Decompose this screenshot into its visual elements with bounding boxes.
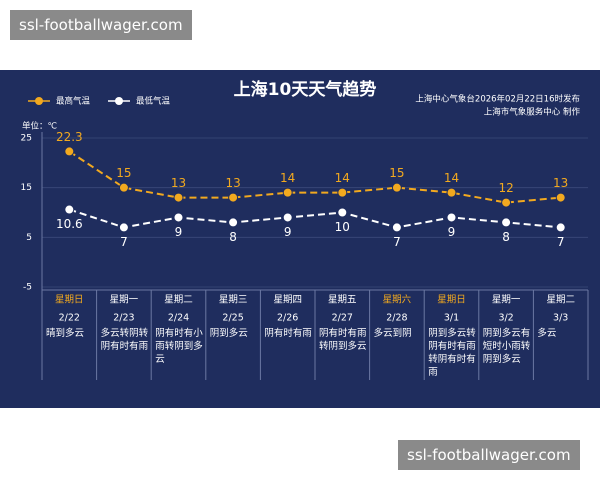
point (173, 212, 184, 223)
value-label: 12 (498, 181, 513, 195)
value-label: 8 (502, 230, 510, 244)
value-label: 9 (175, 225, 183, 239)
value-label: 15 (389, 166, 404, 180)
x-tick-label: 3/3 (553, 313, 568, 324)
value-label: 10 (335, 220, 350, 234)
x-tick-label: 2/23 (113, 313, 134, 324)
x-tick-label: 2/26 (277, 313, 298, 324)
weekday: 星期四 (273, 295, 302, 306)
weather-description: 多云到阴 (373, 328, 412, 339)
weather-description: 阴到多云有短时小雨转阴到多云 (482, 328, 531, 365)
weekday: 星期日 (437, 295, 466, 306)
point (228, 217, 239, 228)
value-label: 7 (557, 235, 565, 249)
weather-description: 晴到多云 (46, 328, 85, 339)
point (337, 207, 348, 218)
legend-label: 最低气温 (136, 96, 171, 107)
value-label: 13 (171, 176, 186, 190)
value-label: 13 (225, 176, 240, 190)
value-label: 9 (448, 225, 456, 239)
weekday: 星期二 (546, 295, 575, 306)
x-tick-label: 2/22 (59, 313, 80, 324)
x-tick-label: 2/28 (386, 313, 407, 324)
point (391, 182, 402, 193)
point (446, 212, 457, 223)
legend-label: 最高气温 (56, 96, 91, 107)
point (555, 222, 566, 233)
value-label: 14 (280, 171, 295, 185)
annotation: 上海市气象服务中心 制作 (484, 107, 581, 118)
value-label: 10.6 (56, 217, 83, 231)
weekday: 星期日 (55, 295, 84, 306)
value-label: 14 (444, 171, 459, 185)
weather-description: 阴到多云转阴有时有雨转阴有时有雨 (428, 328, 476, 378)
weather-description: 多云转阴转阴有时有雨 (100, 328, 149, 352)
weather-description: 多云 (537, 328, 557, 339)
x-tick-label: 2/25 (222, 313, 243, 324)
point (446, 187, 457, 198)
annotation: 上海中心气象台2026年02月22日16时发布 (415, 94, 580, 105)
weather-description: 阴到多云 (209, 328, 248, 339)
y-tick-label: -5 (23, 283, 32, 293)
value-label: 9 (284, 225, 292, 239)
weekday: 星期六 (383, 294, 412, 306)
value-label: 22.3 (56, 130, 83, 144)
weekday: 星期二 (164, 295, 193, 306)
point (391, 222, 402, 233)
weekday: 星期一 (110, 295, 139, 306)
panel (0, 70, 600, 408)
point (501, 197, 512, 208)
series-line (68, 150, 561, 204)
point (501, 217, 512, 228)
weather-description: 阴有时有小雨转阴到多云 (155, 328, 203, 365)
x-tick-label: 2/24 (168, 313, 189, 324)
point (282, 212, 293, 223)
point (118, 182, 129, 193)
watermark: ssl-footballwager.com (10, 10, 192, 40)
value-label: 14 (335, 171, 350, 185)
y-tick-label: 25 (21, 134, 32, 144)
legend-marker (35, 97, 43, 105)
point (228, 192, 239, 203)
point (64, 146, 75, 157)
point (118, 222, 129, 233)
legend-marker (115, 97, 123, 105)
y-tick-label: 5 (26, 233, 32, 243)
x-tick-label: 3/2 (498, 313, 513, 324)
weather-description: 阴有时有雨 (264, 328, 312, 339)
x-tick-label: 3/1 (444, 313, 459, 324)
weekday: 星期三 (219, 295, 248, 306)
value-label: 7 (120, 235, 128, 249)
y-tick-label: 15 (21, 183, 32, 193)
weekday: 星期一 (492, 295, 521, 306)
point (173, 192, 184, 203)
point (64, 204, 75, 215)
watermark: ssl-footballwager.com (398, 440, 580, 470)
weather-description: 阴有时有雨转阴到多云 (319, 328, 367, 352)
value-label: 15 (116, 166, 131, 180)
value-label: 7 (393, 235, 401, 249)
value-label: 8 (229, 230, 237, 244)
point (555, 192, 566, 203)
point (282, 187, 293, 198)
y-axis-label: 单位：℃ (22, 121, 58, 132)
point (337, 187, 348, 198)
value-label: 13 (553, 176, 568, 190)
chart-title: 上海10天天气趋势 (234, 79, 377, 100)
x-tick-label: 2/27 (332, 313, 353, 324)
weekday: 星期五 (328, 295, 357, 306)
